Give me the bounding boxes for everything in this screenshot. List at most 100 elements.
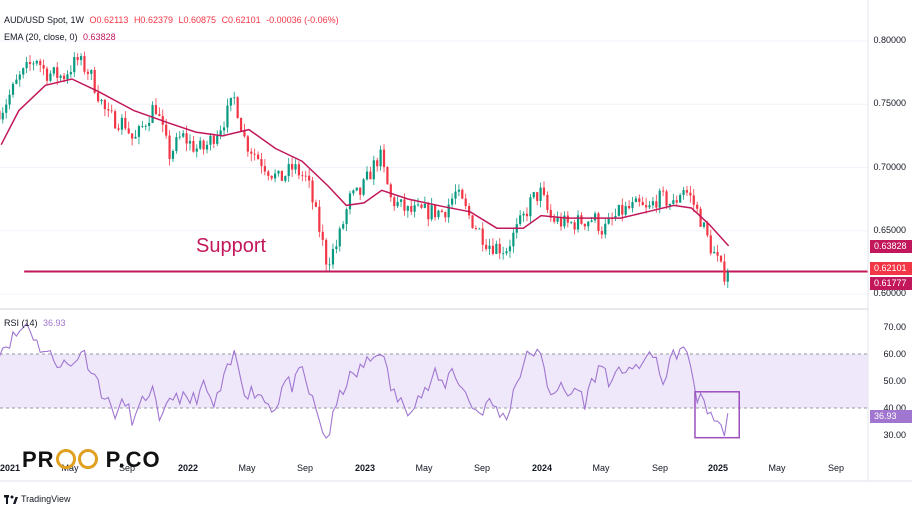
candle-body <box>79 56 83 61</box>
candle-body <box>287 164 290 177</box>
rsi-legend: RSI (14) 36.93 <box>4 318 69 328</box>
candle-body <box>593 213 597 221</box>
time-tick: May <box>592 463 610 473</box>
candle-body <box>66 74 69 80</box>
rsi-legend-label[interactable]: RSI (14) <box>4 318 38 328</box>
candle-body <box>399 199 403 202</box>
candle-body <box>192 140 195 152</box>
candle-body <box>699 208 702 227</box>
candle-body <box>600 231 603 235</box>
candle-body <box>86 71 89 74</box>
candle-body <box>114 111 117 129</box>
change-value: -0.00036 (-0.06%) <box>266 15 339 25</box>
candle-body <box>25 62 28 69</box>
candle-body <box>175 137 178 152</box>
candle-body <box>35 60 38 64</box>
support-price-tag: 0.61777 <box>870 277 912 290</box>
candle-body <box>471 215 474 229</box>
price-grid <box>0 40 868 295</box>
candle-body <box>430 205 433 220</box>
close-value: C0.62101 <box>221 15 261 25</box>
price-tick: 0.60000 <box>873 288 906 298</box>
candle-body <box>410 206 413 212</box>
price-tick: 0.70000 <box>873 162 906 172</box>
candle-body <box>536 192 539 201</box>
candle-body <box>437 210 440 218</box>
candle-body <box>556 217 559 222</box>
candle-body <box>723 261 726 282</box>
candle-body <box>355 187 358 191</box>
candle-body <box>713 251 716 254</box>
candle-body <box>56 67 59 78</box>
candle-body <box>22 68 25 75</box>
tradingview-logo-icon <box>4 494 18 504</box>
candle-body <box>8 94 11 105</box>
candle-body <box>342 224 345 229</box>
candle-body <box>427 203 430 220</box>
candle-body <box>345 209 348 225</box>
watermark-logo: PR P.CO <box>22 447 161 472</box>
candle-body <box>148 122 151 126</box>
rsi-tick: 70.00 <box>883 322 906 332</box>
candle-body <box>634 198 637 203</box>
ema-price-tag: 0.63828 <box>870 240 912 253</box>
candle-body <box>576 215 580 230</box>
candle-body <box>423 203 426 208</box>
candle-body <box>719 255 723 262</box>
candle-body <box>672 200 675 204</box>
candle-body <box>96 92 100 102</box>
candle-body <box>559 217 563 227</box>
candle-body <box>362 179 365 195</box>
candle-body <box>127 128 130 134</box>
candle-body <box>243 130 246 137</box>
close-price-tag: 0.62101 <box>870 262 912 275</box>
rsi-tick: 40.00 <box>883 403 906 413</box>
candle-body <box>450 198 454 205</box>
candle-body <box>709 235 712 254</box>
time-tick: 2025 <box>707 463 729 473</box>
candle-body <box>679 194 682 203</box>
rsi-tick: 30.00 <box>883 430 906 440</box>
candle-body <box>229 97 232 106</box>
candle-body <box>280 170 283 181</box>
candle-body <box>308 175 311 181</box>
candle-body <box>273 173 277 179</box>
symbol-title[interactable]: AUD/USD Spot, 1W <box>4 15 85 25</box>
candle-body <box>682 190 685 195</box>
candle-body <box>260 159 263 167</box>
open-value: O0.62113 <box>89 15 129 25</box>
candle-body <box>256 154 260 160</box>
candle-body <box>267 171 270 176</box>
candle-body <box>386 166 389 185</box>
candle-body <box>348 193 352 210</box>
candle-body <box>502 253 505 255</box>
candle-body <box>624 206 627 215</box>
candle-body <box>110 110 113 112</box>
candle-body <box>185 133 188 144</box>
candle-body <box>658 190 661 208</box>
candle-body <box>314 202 318 207</box>
candle-body <box>304 175 307 177</box>
candle-body <box>178 136 181 138</box>
candle-body <box>413 205 416 212</box>
candle-body <box>696 204 699 209</box>
ema-legend-label[interactable]: EMA (20, close, 0) <box>4 32 78 42</box>
time-tick: 2021 <box>0 463 21 473</box>
tradingview-brand[interactable]: TradingView <box>4 494 71 504</box>
candle-body <box>379 149 382 167</box>
candle-body <box>369 171 372 180</box>
candle-layer <box>0 51 729 288</box>
candle-body <box>454 191 457 199</box>
candle-body <box>165 124 168 136</box>
candle-body <box>209 135 212 145</box>
ring-icon <box>77 449 98 469</box>
candle-body <box>525 213 529 217</box>
candle-body <box>226 105 229 128</box>
candle-body <box>706 222 709 236</box>
candle-body <box>590 220 593 222</box>
candle-body <box>100 99 103 102</box>
candle-body <box>716 251 719 256</box>
candle-body <box>474 228 478 229</box>
candle-body <box>291 164 294 170</box>
candle-body <box>468 206 471 216</box>
